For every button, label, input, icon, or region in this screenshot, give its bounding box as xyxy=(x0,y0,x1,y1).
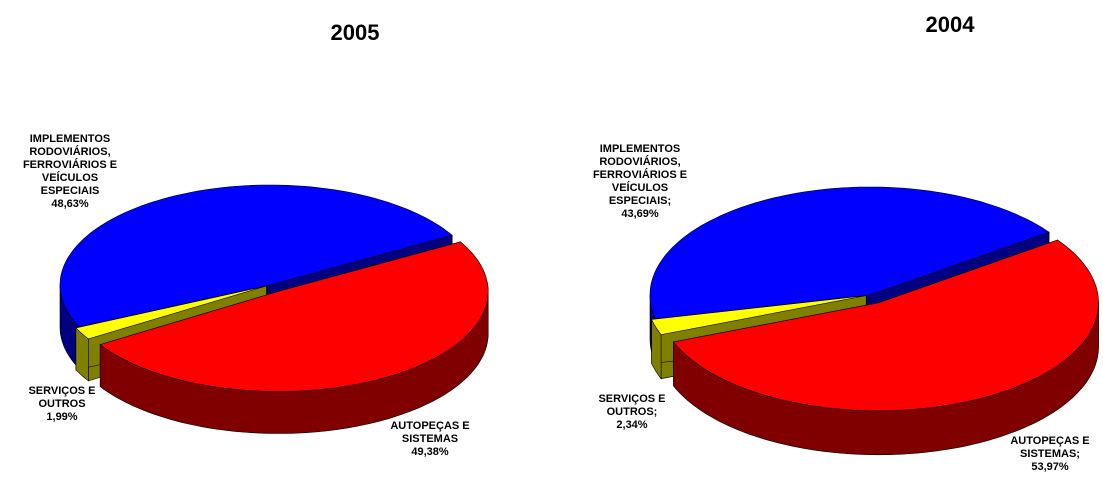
slice xyxy=(649,186,1050,320)
slice xyxy=(59,184,453,328)
slice-label: AUTOPEÇAS E SISTEMAS 49,38% xyxy=(375,420,485,459)
slice-category: AUTOPEÇAS E SISTEMAS; xyxy=(1010,435,1090,460)
chart-title: 2005 xyxy=(330,20,380,45)
slice-label: SERVIÇOS E OUTROS; 2,34% xyxy=(587,393,677,432)
slice-category: IMPLEMENTOS RODOVIÁRIOS, FERROVIÁRIOS E … xyxy=(592,143,688,207)
slice-value: 43,69% xyxy=(621,208,659,220)
slice-label: AUTOPEÇAS E SISTEMAS; 53,97% xyxy=(995,435,1103,474)
slice-value: 48,63% xyxy=(51,198,89,210)
slice-value: 49,38% xyxy=(411,446,449,458)
slice-category: IMPLEMENTOS RODOVIÁRIOS, FERROVIÁRIOS E … xyxy=(22,133,118,197)
slice xyxy=(672,239,1099,412)
slice-value: 53,97% xyxy=(1031,461,1069,473)
slice xyxy=(651,295,867,336)
slice-value: 1,99% xyxy=(46,411,78,423)
chart-title: 2004 xyxy=(925,12,975,37)
slice-label: IMPLEMENTOS RODOVIÁRIOS, FERROVIÁRIOS E … xyxy=(590,143,690,221)
slice-value: 2,34% xyxy=(616,419,648,431)
slice-category: SERVIÇOS E OUTROS xyxy=(28,385,96,410)
slice-category: AUTOPEÇAS E SISTEMAS xyxy=(390,420,470,445)
slice xyxy=(99,241,489,392)
slice-label: SERVIÇOS E OUTROS 1,99% xyxy=(17,385,107,424)
slice-label: IMPLEMENTOS RODOVIÁRIOS, FERROVIÁRIOS E … xyxy=(20,133,120,211)
slice-category: SERVIÇOS E OUTROS; xyxy=(598,393,666,418)
slice xyxy=(75,285,267,340)
